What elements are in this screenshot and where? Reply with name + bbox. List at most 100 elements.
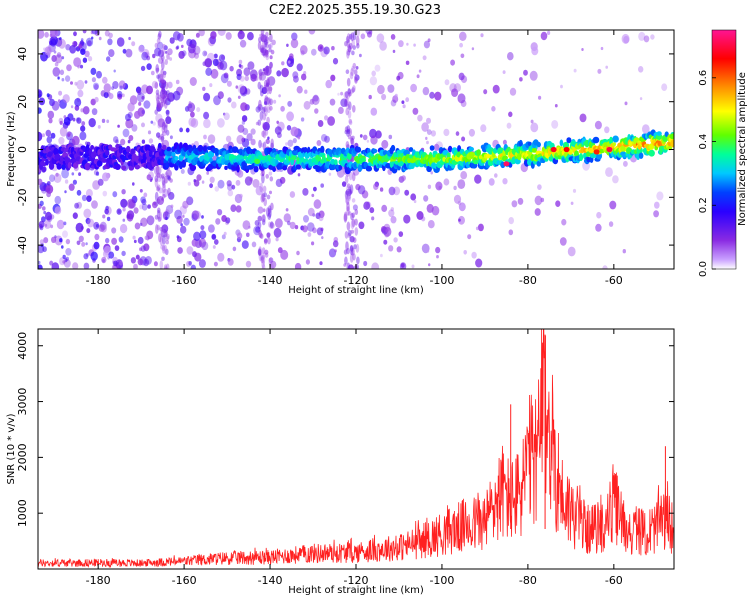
noise-blob (405, 97, 410, 103)
noise-blob (146, 85, 153, 95)
noise-blob (61, 56, 65, 60)
noise-blob (108, 93, 114, 100)
noise-blob (396, 75, 401, 81)
x-tick-label: -160 (172, 574, 197, 587)
ridge-blob (236, 165, 240, 173)
noise-blob (523, 69, 528, 76)
noise-blob (477, 223, 484, 232)
streak-blob (347, 211, 352, 216)
noise-blob (265, 36, 269, 41)
noise-blob (83, 262, 90, 269)
streak-blob (156, 100, 161, 109)
noise-blob (453, 194, 462, 204)
noise-blob (85, 217, 91, 225)
streak-blob (157, 104, 161, 111)
noise-blob (117, 90, 123, 98)
noise-blob (291, 32, 298, 41)
noise-blob (72, 179, 77, 185)
ridge-blob (503, 155, 508, 161)
noise-blob (101, 256, 107, 264)
ridge-blob (151, 148, 156, 152)
streak-blob (164, 176, 168, 184)
noise-blob (78, 172, 82, 177)
noise-blob (63, 259, 71, 268)
noise-blob (263, 65, 272, 76)
noise-blob (128, 36, 131, 41)
noise-blob (235, 205, 242, 213)
noise-blob (656, 191, 664, 201)
noise-blob (81, 194, 87, 202)
noise-blob (605, 65, 608, 69)
x-tick-label: -80 (519, 274, 537, 287)
streak-blob (161, 86, 166, 95)
noise-blob (38, 178, 43, 186)
streak-blob (348, 120, 353, 126)
noise-blob (62, 254, 66, 259)
noise-blob (182, 214, 185, 218)
noise-blob (458, 215, 465, 225)
noise-blob (94, 84, 99, 90)
streak-blob (343, 211, 348, 222)
noise-blob (48, 118, 53, 124)
ridge-blob (517, 153, 522, 161)
noise-blob (39, 239, 45, 245)
streak-blob (158, 233, 162, 243)
noise-blob (165, 116, 172, 124)
streak-blob (347, 88, 352, 97)
noise-blob (97, 125, 101, 129)
noise-blob (186, 246, 194, 255)
streak-blob (347, 194, 351, 200)
noise-blob (411, 264, 415, 269)
noise-blob (458, 218, 461, 222)
ridge-blob (84, 162, 91, 171)
noise-blob (653, 210, 659, 218)
streak-blob (161, 92, 165, 100)
noise-blob (529, 70, 538, 81)
noise-blob (120, 138, 126, 146)
noise-blob (87, 218, 95, 228)
streak-blob (263, 197, 268, 207)
y-tick-label: 40 (16, 47, 29, 61)
noise-blob (81, 241, 86, 247)
streak-blob (164, 211, 169, 217)
noise-blob (143, 100, 151, 109)
noise-blob (227, 183, 233, 191)
noise-blob (457, 179, 466, 190)
streak-blob (354, 227, 359, 236)
streak-blob (348, 101, 352, 111)
noise-blob (112, 81, 119, 89)
streak-blob (160, 227, 165, 238)
ridge-blob (405, 154, 411, 159)
noise-blob (237, 95, 241, 100)
streak-blob (161, 173, 165, 179)
streak-blob (349, 42, 353, 50)
noise-blob (257, 206, 264, 214)
noise-blob (363, 260, 368, 267)
noise-blob (121, 250, 126, 257)
noise-blob (38, 260, 41, 265)
streak-blob (165, 129, 170, 136)
noise-blob (157, 118, 165, 128)
noise-blob (137, 236, 144, 245)
streak-blob (259, 233, 264, 239)
streak-blob (346, 128, 350, 137)
streak-blob (259, 84, 264, 94)
ridge-blob (130, 148, 135, 156)
noise-blob (125, 113, 131, 122)
noise-blob (200, 225, 205, 231)
ridge-blob (390, 144, 396, 152)
noise-blob (262, 121, 270, 131)
noise-blob (366, 139, 370, 143)
streak-blob (348, 171, 353, 181)
streak-blob (266, 37, 270, 44)
noise-blob (560, 84, 563, 89)
streak-blob (264, 79, 268, 88)
streak-blob (156, 209, 161, 220)
noise-blob (363, 201, 371, 210)
noise-blob (245, 260, 252, 268)
noise-blob (273, 99, 277, 104)
noise-blob (294, 262, 302, 269)
noise-blob (290, 38, 299, 49)
streak-blob (270, 263, 274, 269)
noise-blob (289, 191, 296, 198)
